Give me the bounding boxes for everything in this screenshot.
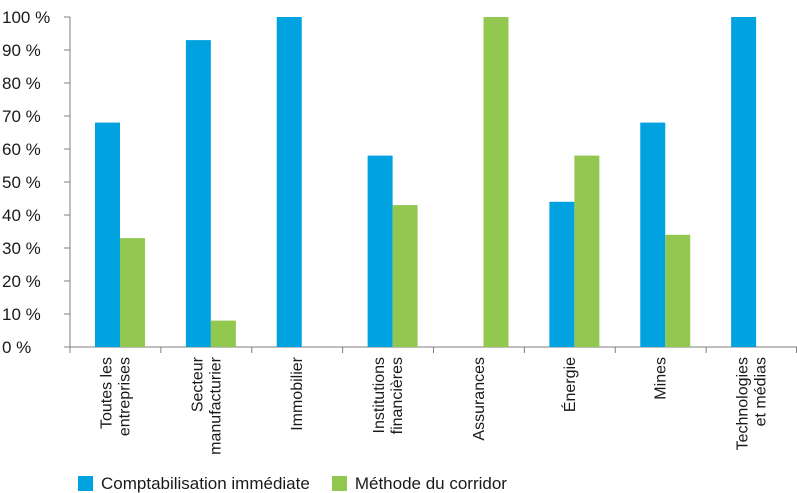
x-tick-label: Technologies [735, 357, 752, 450]
x-tick-label: Immobilier [289, 356, 306, 430]
y-tick-label: 100 % [2, 8, 50, 27]
bar-series-1 [549, 201, 575, 347]
x-tick-label: manufacturier [207, 356, 224, 454]
bar-series-1 [276, 17, 302, 347]
y-tick-label: 0 % [2, 338, 31, 357]
y-tick-label: 70 % [2, 107, 41, 126]
y-tick-label: 30 % [2, 239, 41, 258]
legend-label-series-2: Méthode du corridor [354, 474, 507, 493]
bars [95, 17, 757, 347]
y-tick-label: 80 % [2, 74, 41, 93]
legend-swatch-series-2 [331, 476, 347, 491]
x-tick-label: entreprises [116, 357, 133, 436]
y-tick-label: 60 % [2, 140, 41, 159]
bar-series-2 [665, 234, 691, 347]
bar-series-1 [185, 40, 211, 347]
x-tick-label: Assurances [471, 357, 488, 441]
x-axis: Toutes les entreprises Secteur manufacturie… [69, 346, 797, 455]
legend-swatch-series-1 [78, 476, 93, 491]
bar-series-1 [95, 122, 120, 347]
bar-series-2 [392, 205, 418, 347]
bar-series-1 [640, 122, 666, 347]
y-axis: 0 % 10 % 20 % 30 % 40 % 50 % 60 % 70 % 80 % 90 % 1… [2, 8, 71, 357]
y-tick-label: 50 % [2, 173, 41, 192]
x-tick-label: Toutes les [98, 357, 115, 429]
bar-series-2 [483, 17, 509, 347]
bar-series-2 [120, 238, 145, 347]
y-tick-label: 40 % [2, 206, 41, 225]
y-tick-label: 20 % [2, 272, 41, 291]
legend: Comptabilisation immédiate Méthode du co… [78, 474, 507, 493]
legend-item-series-1: Comptabilisation immédiate [78, 474, 310, 493]
x-tick-label: financières [389, 357, 406, 434]
legend-item-series-2: Méthode du corridor [331, 474, 507, 493]
legend-label-series-1: Comptabilisation immédiate [101, 474, 310, 493]
bar-series-1 [367, 155, 393, 347]
bar-series-1 [731, 17, 757, 347]
bar-series-2 [210, 320, 236, 347]
x-tick-label: Énergie [560, 357, 579, 412]
y-tick-label: 10 % [2, 305, 41, 324]
y-tick-label: 90 % [2, 41, 41, 60]
x-tick-label: Mines [653, 357, 670, 400]
x-tick-label: Institutions [371, 357, 388, 433]
x-tick-label: et médias [753, 357, 770, 426]
bar-series-2 [574, 155, 600, 347]
x-tick-label: Secteur [189, 356, 206, 412]
